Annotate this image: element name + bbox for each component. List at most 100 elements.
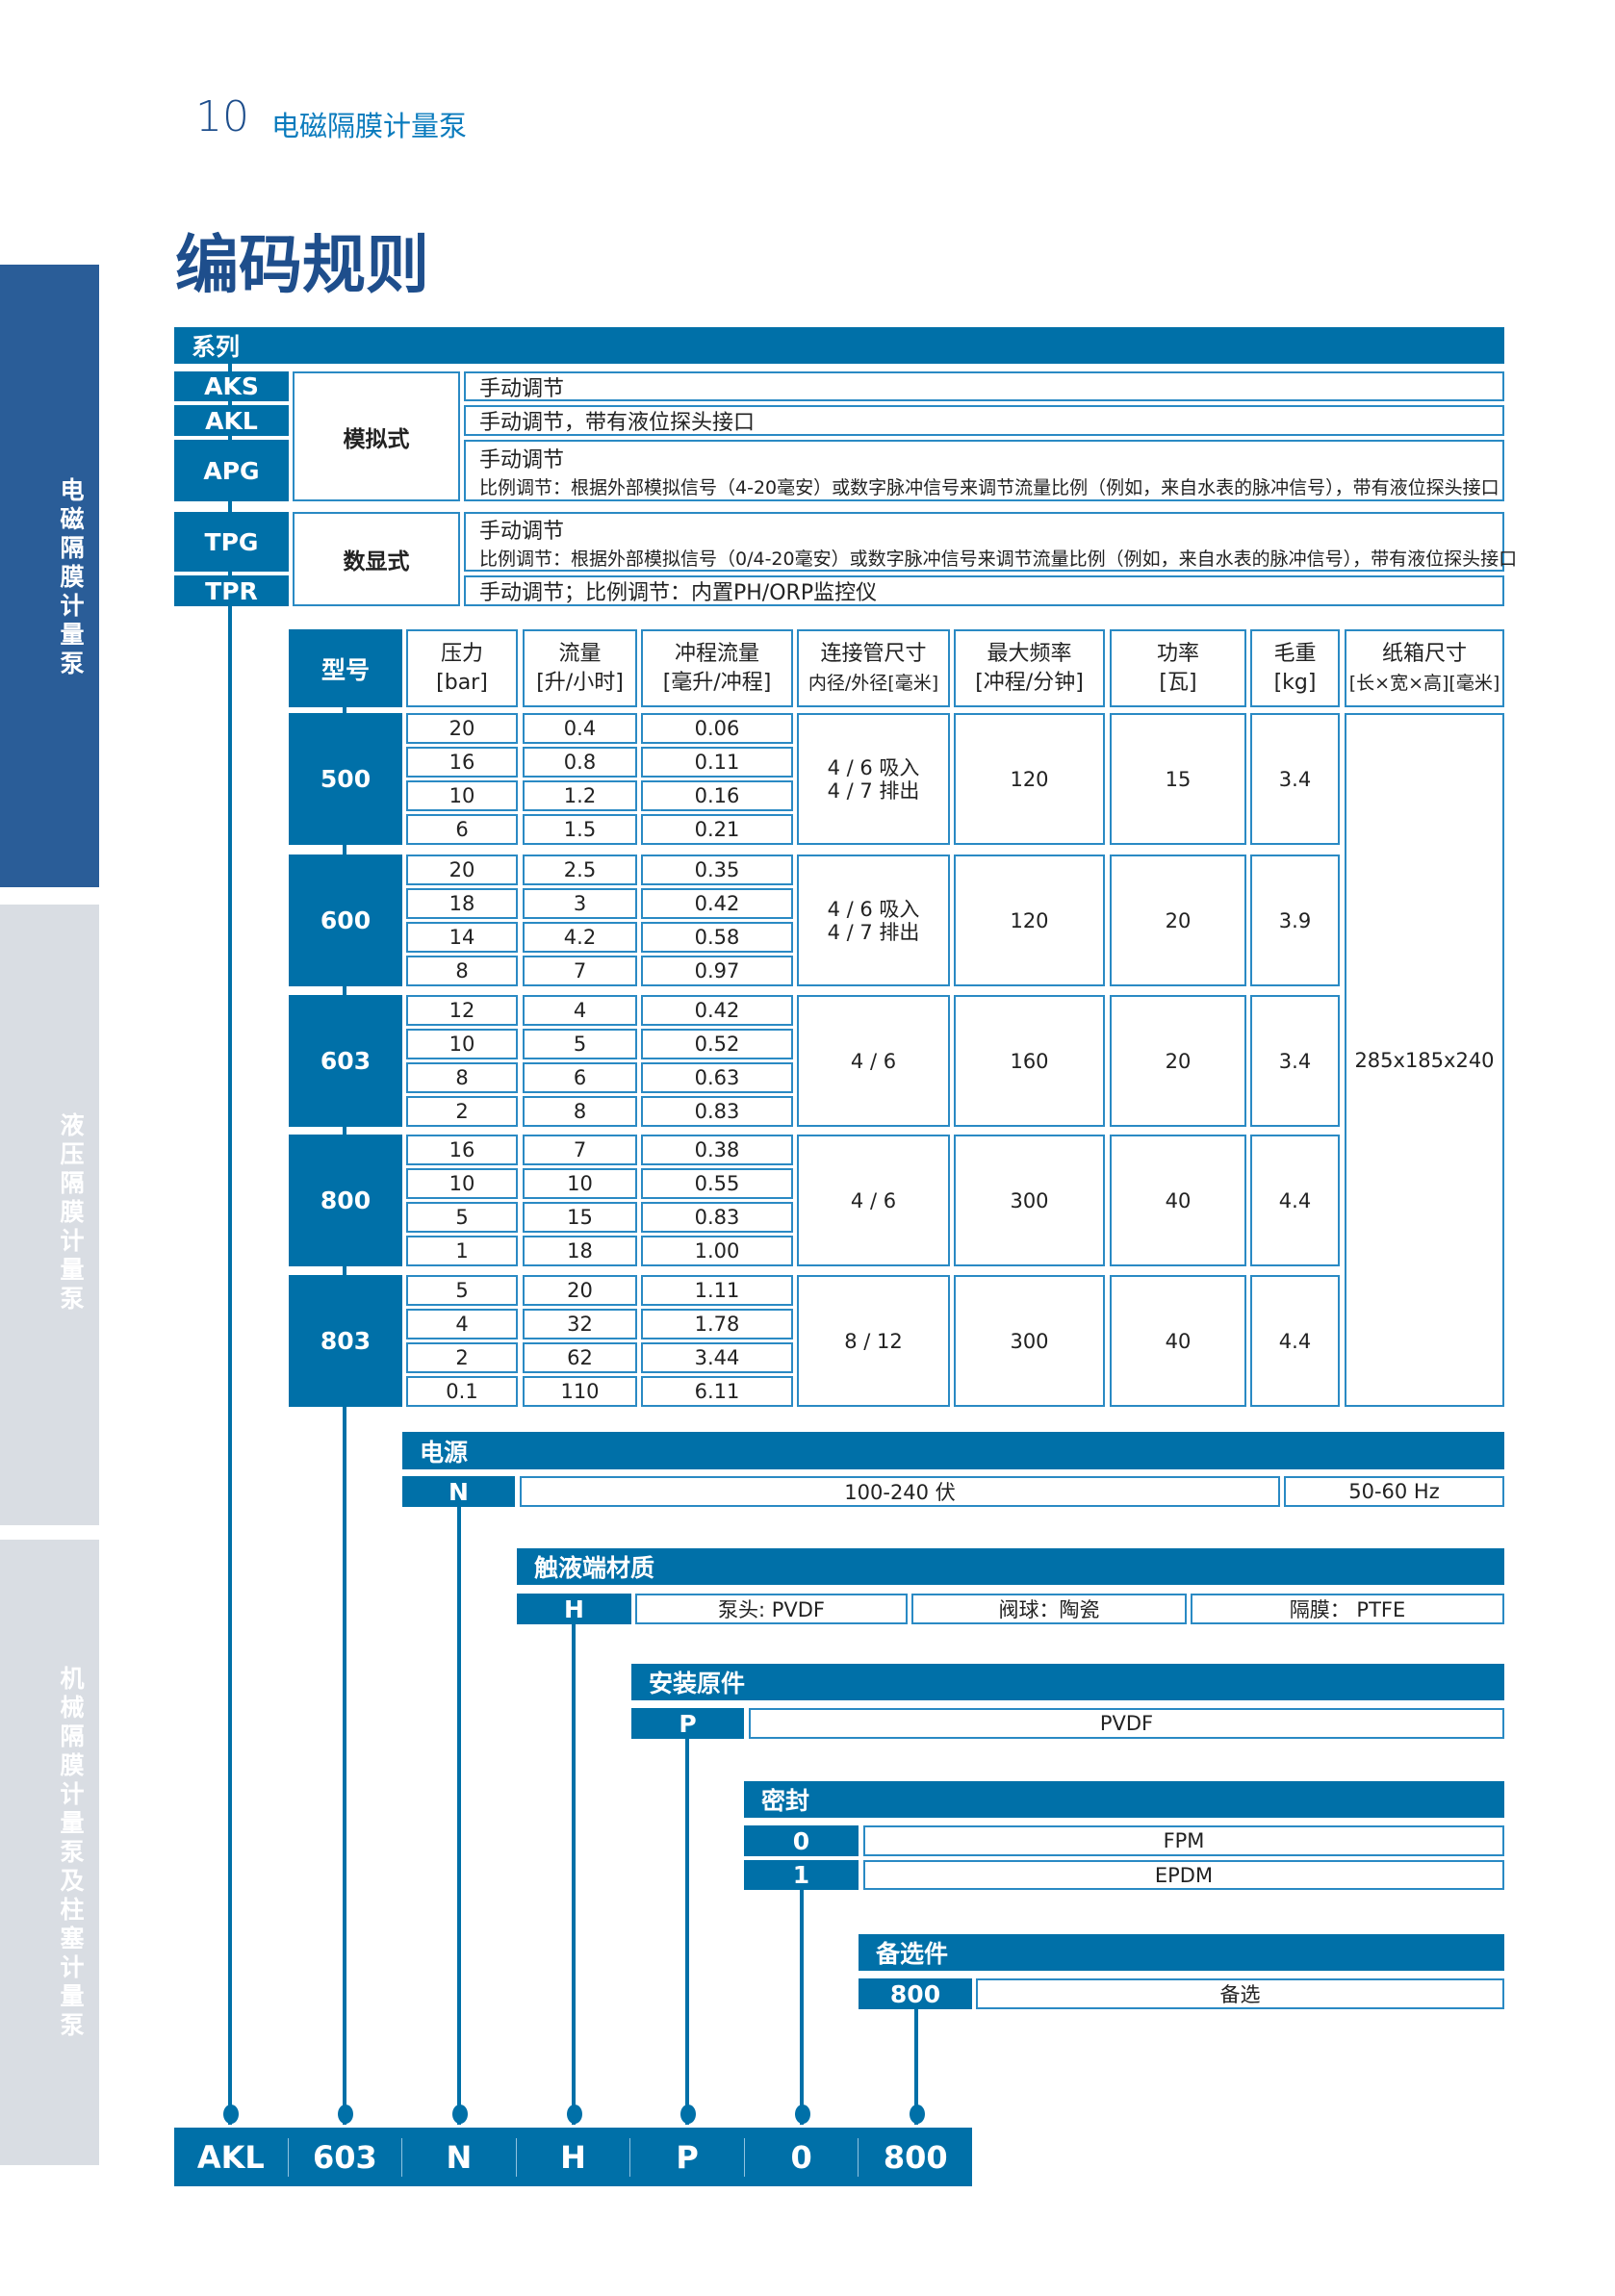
- table-header-cell: 连接管尺寸 内径/外径[毫米]: [797, 629, 950, 707]
- table-cell: 18: [406, 888, 518, 919]
- seal-value-1: EPDM: [863, 1860, 1504, 1890]
- table-cell: 2: [406, 1096, 518, 1127]
- series-code-tpr: TPR: [174, 575, 289, 606]
- sidebar-tab-electromagnetic[interactable]: 电磁隔膜计量泵: [0, 265, 99, 887]
- table-cell: 0.06: [641, 713, 793, 744]
- connection-size: 8 / 12: [797, 1275, 950, 1407]
- power-watts: 40: [1110, 1135, 1246, 1266]
- carton-size: 285x185x240: [1345, 713, 1504, 1407]
- table-cell: 0.83: [641, 1096, 793, 1127]
- table-cell: 8: [523, 1096, 637, 1127]
- gross-weight: 3.4: [1250, 713, 1340, 845]
- table-cell: 20: [406, 713, 518, 744]
- max-frequency: 120: [954, 855, 1105, 986]
- model-code: 803: [289, 1275, 402, 1407]
- series-code-apg: APG: [174, 440, 289, 501]
- power-code: N: [402, 1476, 515, 1507]
- table-cell: 4.2: [523, 922, 637, 953]
- sidebar-tab-label: 机械隔膜计量泵及柱塞计量泵: [60, 1665, 85, 2039]
- header-unit: [毫升/冲程]: [662, 670, 772, 695]
- seal-header: 密封: [744, 1781, 1504, 1818]
- connector-line: [457, 1507, 461, 2125]
- table-cell: 110: [523, 1376, 637, 1407]
- desc-line: 手动调节: [479, 519, 565, 544]
- page-title: 编码规则: [175, 228, 429, 302]
- sidebar-tab-mechanical[interactable]: 机械隔膜计量泵及柱塞计量泵: [0, 1540, 99, 2165]
- series-code-aks: AKS: [174, 371, 289, 401]
- connection-size: 4 / 6: [797, 1135, 950, 1266]
- example-code-segment: 0: [743, 2137, 859, 2177]
- example-code-segment: 800: [858, 2137, 972, 2177]
- table-cell: 3: [523, 888, 637, 919]
- table-cell: 5: [523, 1029, 637, 1059]
- desc-apg: 手动调节 比例调节：根据外部模拟信号（4-20毫安）或数字脉冲信号来调节流量比例…: [464, 440, 1504, 501]
- table-cell: 0.63: [641, 1062, 793, 1093]
- power-watts: 20: [1110, 995, 1246, 1127]
- series-code-akl: AKL: [174, 405, 289, 436]
- fitting-header: 安装原件: [631, 1664, 1504, 1700]
- table-cell: 0.58: [641, 922, 793, 953]
- power-watts: 20: [1110, 855, 1246, 986]
- table-cell: 6: [523, 1062, 637, 1093]
- table-cell: 1.2: [523, 780, 637, 811]
- power-header: 电源: [402, 1432, 1504, 1469]
- table-cell: 10: [406, 1168, 518, 1199]
- table-header-cell: 纸箱尺寸 [长×宽×高][毫米]: [1345, 629, 1504, 707]
- fitting-value: PVDF: [749, 1708, 1504, 1739]
- model-code: 600: [289, 855, 402, 986]
- example-code-segment: 603: [287, 2137, 402, 2177]
- table-cell: 7: [523, 1135, 637, 1165]
- table-cell: 0.4: [523, 713, 637, 744]
- table-cell: 1.78: [641, 1309, 793, 1339]
- connection-size: 4 / 6 吸入 4 / 7 排出: [797, 855, 950, 986]
- table-cell: 0.1: [406, 1376, 518, 1407]
- wetted-head: 泵头: PVDF: [635, 1594, 908, 1624]
- table-cell: 3.44: [641, 1342, 793, 1373]
- sidebar-tab-hydraulic[interactable]: 液压隔膜计量泵: [0, 905, 99, 1525]
- sidebar-tab-label: 液压隔膜计量泵: [60, 1111, 85, 1313]
- example-code-segment: P: [629, 2137, 744, 2177]
- gross-weight: 4.4: [1250, 1135, 1340, 1266]
- table-cell: 5: [406, 1275, 518, 1306]
- example-code-segment: H: [515, 2137, 630, 2177]
- wetted-header: 触液端材质: [517, 1548, 1504, 1585]
- table-cell: 32: [523, 1309, 637, 1339]
- connector-dot-icon: [338, 2105, 353, 2124]
- table-cell: 6.11: [641, 1376, 793, 1407]
- power-watts: 40: [1110, 1275, 1246, 1407]
- table-cell: 0.35: [641, 855, 793, 885]
- table-header-cell: 最大频率 [冲程/分钟]: [954, 629, 1105, 707]
- table-cell: 62: [523, 1342, 637, 1373]
- table-cell: 5: [406, 1202, 518, 1233]
- max-frequency: 120: [954, 713, 1105, 845]
- table-cell: 2: [406, 1342, 518, 1373]
- max-frequency: 160: [954, 995, 1105, 1127]
- optional-code: 800: [859, 1978, 972, 2009]
- table-header-cell: 功率 [瓦]: [1110, 629, 1246, 707]
- connector-dot-icon: [910, 2105, 925, 2124]
- desc-aks: 手动调节: [464, 371, 1504, 401]
- connector-dot-icon: [567, 2105, 582, 2124]
- table-cell: 0.83: [641, 1202, 793, 1233]
- header-model: 型号: [289, 629, 402, 707]
- connector-line: [228, 364, 232, 2125]
- wetted-ball: 阀球：陶瓷: [911, 1594, 1187, 1624]
- table-header-cell: 毛重 [kg]: [1250, 629, 1340, 707]
- connector-dot-icon: [680, 2105, 696, 2124]
- table-cell: 2.5: [523, 855, 637, 885]
- gross-weight: 3.4: [1250, 995, 1340, 1127]
- header-unit: [瓦]: [1159, 670, 1197, 695]
- table-cell: 15: [523, 1202, 637, 1233]
- gross-weight: 4.4: [1250, 1275, 1340, 1407]
- optional-header: 备选件: [859, 1934, 1504, 1971]
- seal-code-0: 0: [744, 1825, 859, 1856]
- table-cell: 0.11: [641, 747, 793, 778]
- table-cell: 7: [523, 956, 637, 986]
- connection-size: 4 / 6 吸入 4 / 7 排出: [797, 713, 950, 845]
- desc-tpg: 手动调节 比例调节：根据外部模拟信号（0/4-20毫安）或数字脉冲信号来调节流量…: [464, 512, 1517, 572]
- connector-line: [914, 2009, 918, 2125]
- max-frequency: 300: [954, 1135, 1105, 1266]
- mode-analog: 模拟式: [293, 371, 460, 501]
- header-unit: [kg]: [1273, 670, 1317, 695]
- table-cell: 8: [406, 956, 518, 986]
